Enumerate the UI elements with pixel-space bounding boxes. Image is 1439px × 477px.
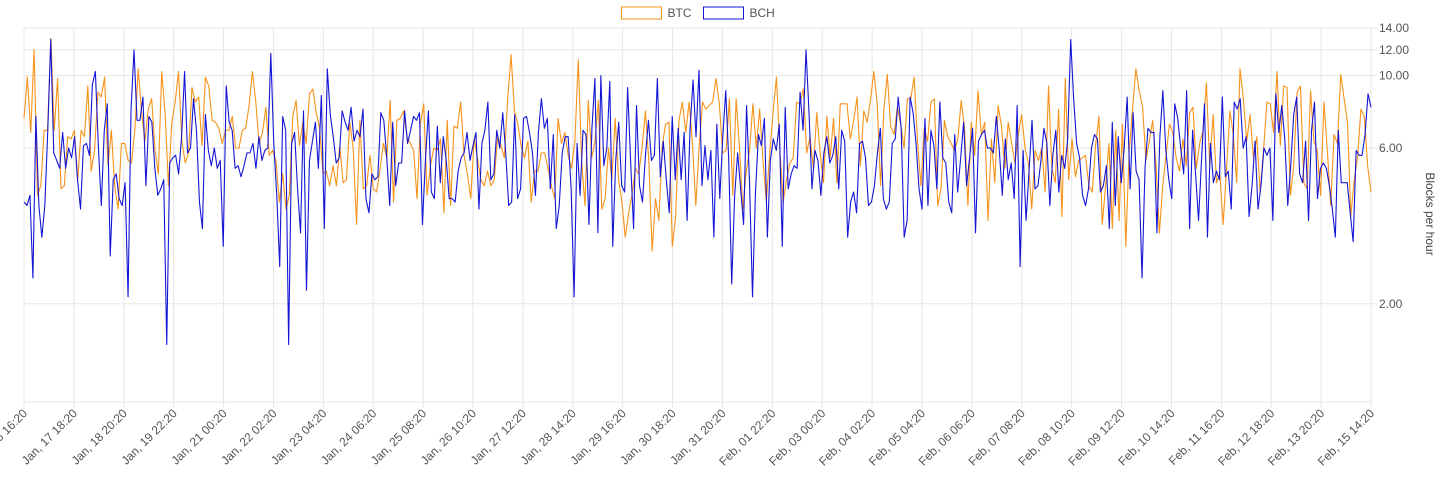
legend-item-btc[interactable]: BTC [621,6,692,20]
legend-swatch [621,6,662,20]
legend-swatch [703,6,744,20]
legend-item-bch[interactable]: BCH [703,6,775,20]
legend[interactable]: BTC BCH [621,6,775,20]
grid [23,27,1372,408]
y-axis-title: Blocks per hour [1423,172,1437,255]
series-line-btc [23,37,1372,252]
series-line-bch [23,39,1372,346]
legend-label: BTC [668,6,692,20]
y-axis-ticks: 2.00 6.00 10.00 12.00 14.00 [1371,21,1409,311]
y-tick-label: 14.00 [1379,21,1409,35]
legend-label: BCH [750,6,775,20]
series-lines [23,37,1372,346]
y-tick-label: 12.00 [1379,43,1409,57]
y-tick-label: 2.00 [1379,297,1403,311]
y-tick-label: 6.00 [1379,141,1403,155]
y-tick-label: 10.00 [1379,69,1409,83]
